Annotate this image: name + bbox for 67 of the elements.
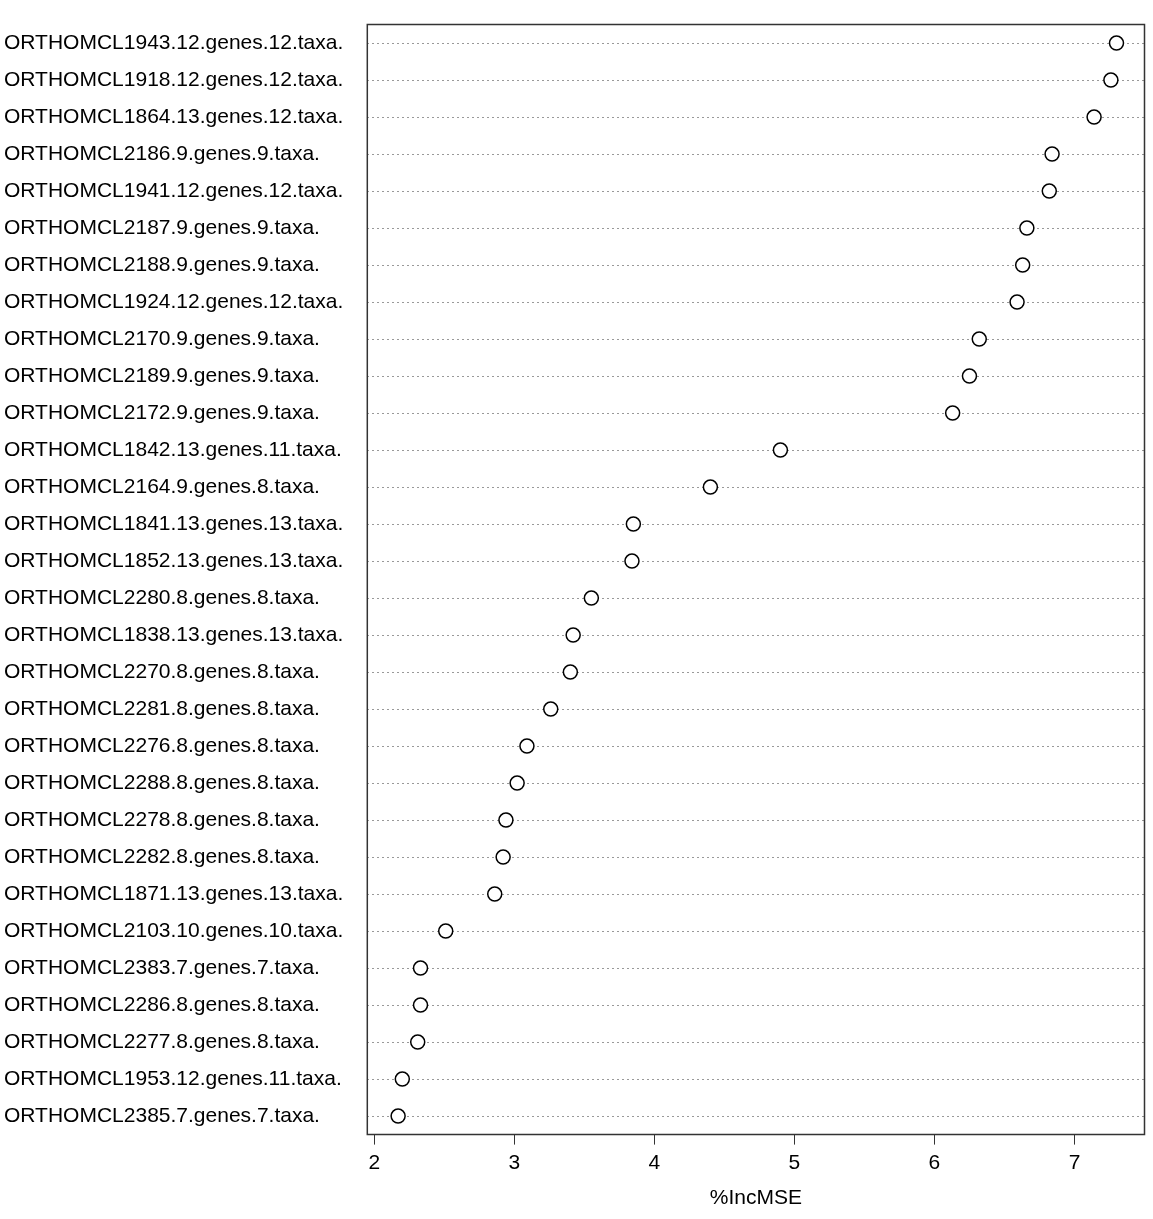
- point: [412, 960, 429, 976]
- x-tick-label: 5: [788, 1150, 801, 1173]
- y-tick-label: ORTHOMCL1842.13.genes.11.taxa.: [4, 436, 342, 460]
- point: [543, 701, 559, 717]
- y-tick-label: ORTHOMCL1841.13.genes.13.taxa.: [4, 510, 344, 534]
- point: [437, 923, 454, 939]
- y-tick-label: ORTHOMCL2172.9.genes.9.taxa.: [4, 399, 320, 423]
- y-tick-label: ORTHOMCL2282.8.genes.8.taxa.: [4, 843, 320, 867]
- y-tick-label: ORTHOMCL1943.12.genes.12.taxa.: [4, 29, 344, 53]
- y-tick-label: ORTHOMCL2280.8.genes.8.taxa.: [4, 584, 320, 608]
- x-tick-label: 2: [368, 1150, 381, 1173]
- point: [486, 886, 503, 902]
- y-tick-label: ORTHOMCL2277.8.genes.8.taxa.: [4, 1028, 320, 1052]
- point: [624, 553, 640, 569]
- point: [625, 516, 642, 532]
- y-tick-label: ORTHOMCL1838.13.genes.13.taxa.: [4, 621, 344, 645]
- y-tick-label: ORTHOMCL1941.12.genes.12.taxa.: [4, 177, 344, 201]
- point: [498, 812, 514, 828]
- x-tick-label: 4: [648, 1150, 661, 1173]
- y-tick-label: ORTHOMCL2286.8.genes.8.taxa.: [4, 991, 320, 1015]
- y-tick-label: ORTHOMCL2188.9.genes.9.taxa.: [4, 251, 320, 275]
- point: [394, 1071, 411, 1087]
- point: [772, 442, 789, 458]
- y-tick-label: ORTHOMCL2288.8.genes.8.taxa.: [4, 769, 320, 793]
- point: [519, 738, 535, 754]
- y-tick-label: ORTHOMCL2186.9.genes.9.taxa.: [4, 140, 320, 164]
- y-tick-label: ORTHOMCL2281.8.genes.8.taxa.: [4, 695, 320, 719]
- point: [1041, 183, 1058, 199]
- point: [565, 627, 581, 643]
- point: [509, 775, 525, 791]
- point: [961, 368, 978, 384]
- y-tick-label: ORTHOMCL2170.9.genes.9.taxa.: [4, 325, 320, 349]
- point: [971, 331, 988, 347]
- point: [1009, 294, 1025, 310]
- y-tick-label: ORTHOMCL1953.12.genes.11.taxa.: [4, 1065, 342, 1089]
- x-axis-title: %IncMSE: [709, 1185, 802, 1209]
- point: [409, 1034, 426, 1050]
- point: [583, 590, 600, 606]
- point: [562, 664, 579, 680]
- point: [495, 849, 511, 865]
- y-tick-label: ORTHOMCL2385.7.genes.7.taxa.: [4, 1102, 320, 1126]
- point: [1014, 257, 1031, 273]
- y-tick-label: ORTHOMCL1864.13.genes.12.taxa.: [4, 103, 344, 127]
- y-tick-label: ORTHOMCL1924.12.genes.12.taxa.: [4, 288, 344, 312]
- point: [412, 997, 429, 1013]
- x-tick-label: 7: [1068, 1150, 1081, 1173]
- y-tick-label: ORTHOMCL2270.8.genes.8.taxa.: [4, 658, 320, 682]
- y-tick-label: ORTHOMCL2189.9.genes.9.taxa.: [4, 362, 320, 386]
- y-tick-label: ORTHOMCL2164.9.genes.8.taxa.: [4, 473, 320, 497]
- point: [702, 479, 719, 495]
- y-tick-label: ORTHOMCL2103.10.genes.10.taxa.: [4, 917, 344, 941]
- y-tick-label: ORTHOMCL2276.8.genes.8.taxa.: [4, 732, 320, 756]
- x-tick-label: 6: [928, 1150, 941, 1173]
- y-tick-label: ORTHOMCL1871.13.genes.13.taxa.: [4, 880, 344, 904]
- y-tick-label: ORTHOMCL2383.7.genes.7.taxa.: [4, 954, 320, 978]
- y-tick-label: ORTHOMCL2278.8.genes.8.taxa.: [4, 806, 320, 830]
- point: [944, 405, 961, 421]
- point: [1103, 72, 1119, 88]
- y-tick-label: ORTHOMCL1852.13.genes.13.taxa.: [4, 547, 344, 571]
- point: [1086, 109, 1102, 125]
- point: [390, 1108, 406, 1124]
- y-tick-label: ORTHOMCL2187.9.genes.9.taxa.: [4, 214, 320, 238]
- point: [1044, 146, 1060, 162]
- point: [1019, 220, 1035, 236]
- point: [1108, 35, 1125, 51]
- y-tick-label: ORTHOMCL1918.12.genes.12.taxa.: [4, 66, 344, 90]
- x-tick-label: 3: [508, 1150, 521, 1173]
